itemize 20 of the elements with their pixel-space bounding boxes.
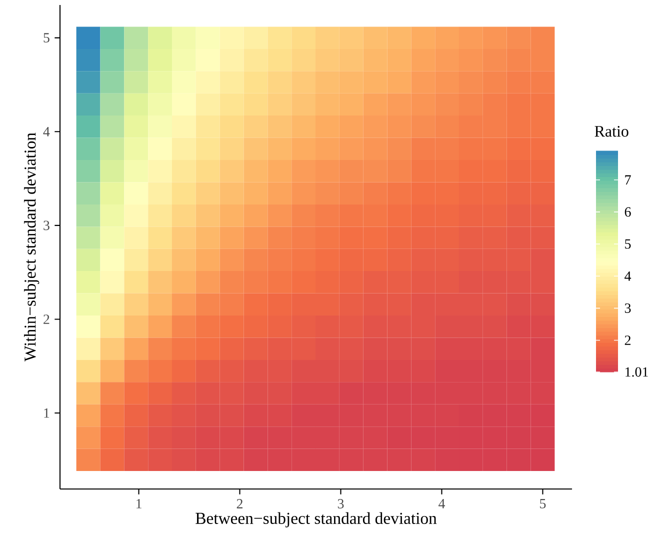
- y-tick-label: 1: [44, 408, 50, 418]
- color-bar-label: 3: [624, 303, 631, 313]
- y-tick-label: 4: [43, 127, 50, 136]
- color-bar-label: 2: [624, 336, 631, 345]
- color-bar-label: 5: [625, 239, 631, 249]
- y-tick-label: 2: [44, 314, 50, 324]
- y-axis-title: Within−subject standard deviation: [24, 132, 40, 362]
- color-bar-title: Ratio: [594, 126, 628, 137]
- x-tick-label: 2: [236, 499, 242, 508]
- color-bar-label: 4: [624, 272, 632, 281]
- x-axis-title: Between−subject standard deviation: [196, 512, 437, 528]
- color-bar-label: 1.01: [626, 367, 648, 377]
- x-tick-label: 3: [338, 499, 344, 508]
- color-bar-label: 7: [625, 175, 631, 184]
- y-tick-label: 3: [44, 220, 50, 230]
- x-tick-label: 5: [540, 499, 546, 508]
- color-bar-label: 6: [624, 207, 631, 217]
- x-tick-label: 1: [136, 499, 142, 508]
- x-tick-label: 4: [438, 499, 446, 508]
- y-tick-label: 5: [44, 33, 50, 42]
